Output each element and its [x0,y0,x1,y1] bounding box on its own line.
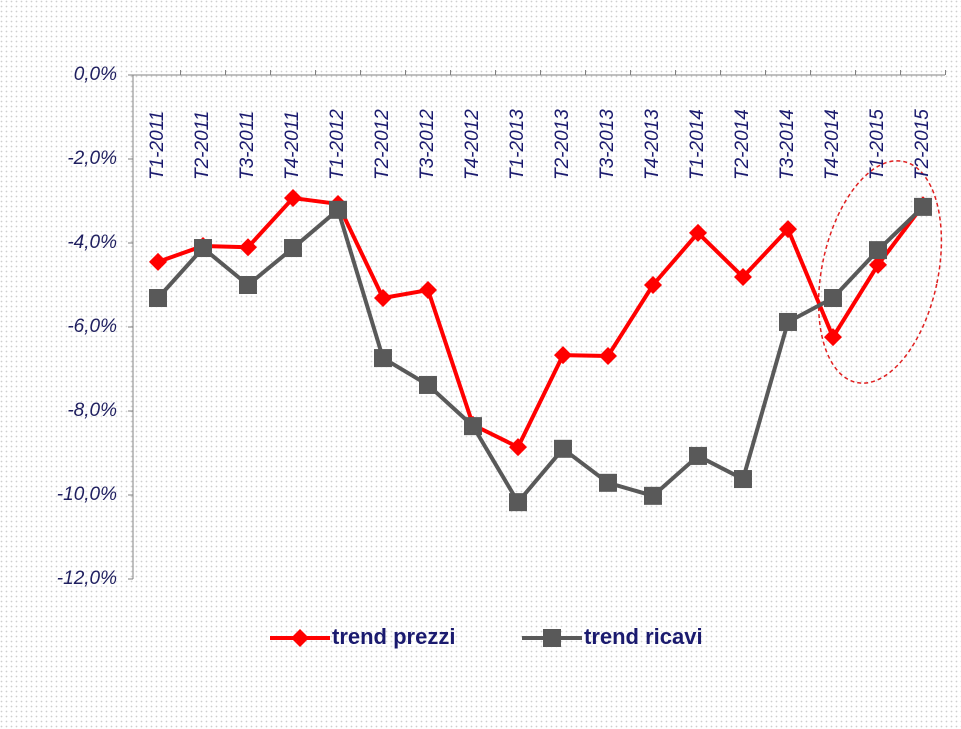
x-tick-label: T1-2013 [507,109,528,180]
series-line [157,196,925,450]
x-tick-label: T2-2013 [552,109,573,180]
y-tick-label: -8,0% [67,400,117,421]
data-point [644,486,662,505]
x-tick-label: T1-2012 [327,109,348,180]
data-point [509,438,527,457]
y-tick-label: -6,0% [67,316,117,337]
x-tick-label: T2-2015 [912,109,933,180]
data-point [374,289,392,308]
data-point [284,189,302,208]
data-point [149,252,167,271]
data-point [194,239,212,258]
data-point [824,289,842,308]
data-point [554,439,572,458]
legend-marker [543,629,561,647]
data-point [419,281,437,300]
y-tick-label: 0,0% [74,64,117,85]
x-tick-label: T3-2013 [597,109,618,180]
highlight-ellipse [817,160,943,384]
data-point [239,238,257,257]
y-tick-label: -12,0% [57,568,117,589]
x-tick-label: T3-2011 [237,111,258,180]
data-point [644,276,662,294]
data-point [284,239,302,258]
y-tick-label: -4,0% [67,232,117,253]
y-tick-label: -2,0% [67,148,117,169]
data-point [914,197,932,216]
data-point [599,346,617,365]
data-point [734,470,752,489]
data-point [374,349,392,368]
legend-label: trend ricavi [584,624,703,649]
data-point [689,446,707,465]
data-point [734,268,752,287]
x-tick-label: T2-2011 [192,111,213,180]
data-point [554,346,572,365]
data-point [869,255,887,274]
legend-marker [291,629,309,647]
data-point [869,241,887,260]
x-tick-label: T2-2012 [372,109,393,180]
x-tick-label: T1-2011 [147,111,168,180]
x-tick-label: T4-2011 [282,111,303,180]
x-tick-label: T4-2012 [462,109,483,180]
data-point [779,220,797,239]
x-tick-label: T4-2013 [642,109,663,180]
legend-label: trend prezzi [332,624,455,649]
data-point [419,375,437,394]
y-tick-label: -10,0% [57,484,117,505]
data-point [464,417,482,436]
data-point [779,312,797,331]
data-point [329,200,347,219]
x-tick-label: T4-2014 [822,109,843,180]
data-point [149,289,167,308]
data-point [509,493,527,512]
x-tick-label: T3-2014 [777,109,798,180]
data-point [239,276,257,294]
data-point [689,223,707,242]
x-tick-label: T3-2012 [417,109,438,180]
x-tick-label: T2-2014 [732,109,753,180]
data-point [824,328,842,347]
data-point [599,473,617,492]
x-tick-label: T1-2015 [867,109,888,180]
x-tick-label: T1-2014 [687,109,708,180]
